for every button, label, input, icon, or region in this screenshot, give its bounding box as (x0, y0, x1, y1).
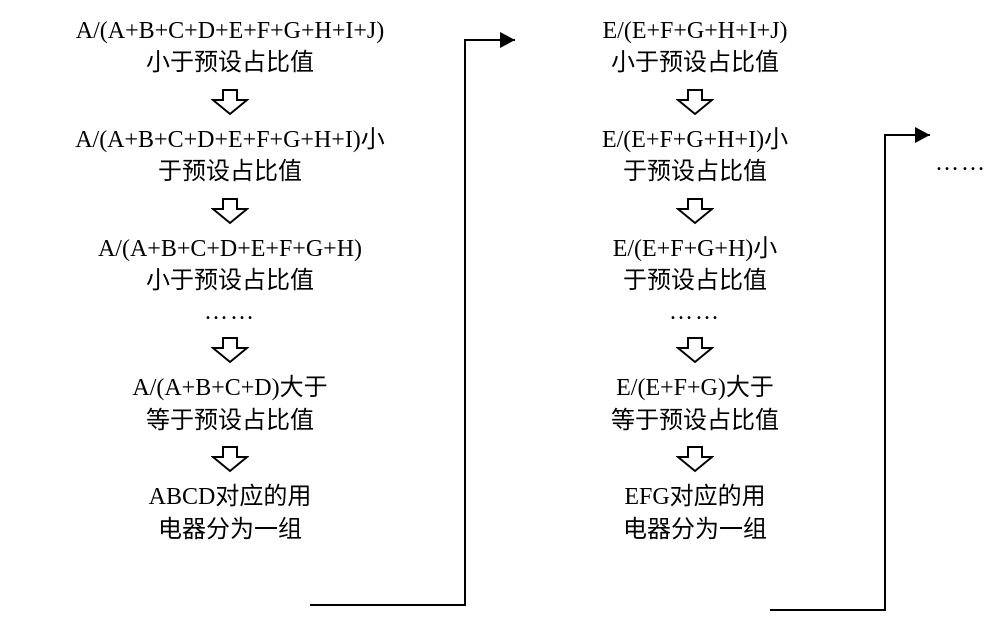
label-text: 小于预设占比值 (603, 47, 788, 79)
trailing-ellipsis: …… (935, 150, 987, 177)
formula-line: A/(A+B+C+D+E+F+G+H+I)小 (75, 124, 385, 156)
formula-text: A/(A+B+C+D+E+F+G+H+I+J) (76, 15, 384, 47)
col1-result: ABCD对应的用 电器分为一组 (149, 481, 312, 546)
label-suffix: 大于 (280, 375, 328, 401)
result-line2: 电器分为一组 (623, 514, 767, 546)
col1-step3: A/(A+B+C+D+E+F+G+H) 小于预设占比值 (98, 233, 362, 298)
formula-text: A/(A+B+C+D+E+F+G+H) (98, 233, 362, 265)
label-text: 于预设占比值 (75, 156, 385, 188)
result-line2: 电器分为一组 (149, 514, 312, 546)
col2-result: EFG对应的用 电器分为一组 (623, 481, 767, 546)
label-text: 小于预设占比值 (76, 47, 384, 79)
label-text: 小于预设占比值 (98, 265, 362, 297)
result-line1: ABCD对应的用 (149, 481, 312, 513)
formula-line: E/(E+F+G+H)小 (613, 233, 778, 265)
formula-line: E/(E+F+G)大于 (611, 372, 779, 404)
down-arrow-icon (676, 336, 714, 364)
down-arrow-icon (211, 88, 249, 116)
formula-text: A/(A+B+C+D) (132, 375, 279, 401)
label-text: 等于预设占比值 (132, 405, 327, 437)
label-text: 等于预设占比值 (611, 405, 779, 437)
ellipsis: …… (204, 299, 256, 326)
ellipsis: …… (669, 299, 721, 326)
down-arrow-icon (211, 445, 249, 473)
col1-step2: A/(A+B+C+D+E+F+G+H+I)小 于预设占比值 (75, 124, 385, 189)
col2-step1: E/(E+F+G+H+I+J) 小于预设占比值 (603, 15, 788, 80)
formula-text: E/(E+F+G) (616, 375, 726, 401)
column-1: A/(A+B+C+D+E+F+G+H+I+J) 小于预设占比值 A/(A+B+C… (20, 15, 440, 546)
col2-step2: E/(E+F+G+H+I)小 于预设占比值 (602, 124, 788, 189)
formula-text: A/(A+B+C+D+E+F+G+H+I) (75, 127, 361, 153)
formula-text: E/(E+F+G+H) (613, 236, 754, 262)
formula-line: E/(E+F+G+H+I)小 (602, 124, 788, 156)
down-arrow-icon (211, 336, 249, 364)
label-text: 于预设占比值 (613, 265, 778, 297)
label-suffix: 小 (361, 127, 385, 153)
col2-step3: E/(E+F+G+H)小 于预设占比值 (613, 233, 778, 298)
down-arrow-icon (676, 197, 714, 225)
label-suffix: 小 (753, 236, 777, 262)
formula-text: E/(E+F+G+H+I) (602, 127, 764, 153)
label-suffix: 小 (764, 127, 788, 153)
formula-text: E/(E+F+G+H+I+J) (603, 15, 788, 47)
down-arrow-icon (676, 88, 714, 116)
col1-step1: A/(A+B+C+D+E+F+G+H+I+J) 小于预设占比值 (76, 15, 384, 80)
col1-step4: A/(A+B+C+D)大于 等于预设占比值 (132, 372, 327, 437)
label-suffix: 大于 (726, 375, 774, 401)
column-2: E/(E+F+G+H+I+J) 小于预设占比值 E/(E+F+G+H+I)小 于… (530, 15, 860, 546)
formula-line: A/(A+B+C+D)大于 (132, 372, 327, 404)
down-arrow-icon (211, 197, 249, 225)
label-text: 于预设占比值 (602, 156, 788, 188)
result-line1: EFG对应的用 (623, 481, 767, 513)
col2-step4: E/(E+F+G)大于 等于预设占比值 (611, 372, 779, 437)
down-arrow-icon (676, 445, 714, 473)
